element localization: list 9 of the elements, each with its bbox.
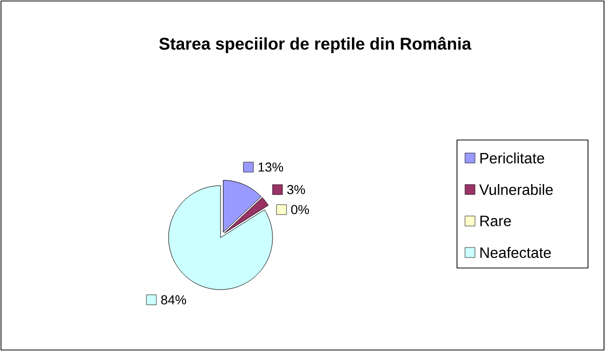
chart-title: Starea speciilor de reptile din România bbox=[159, 36, 472, 54]
data-label: 3% bbox=[287, 185, 305, 194]
data-label: 13% bbox=[258, 162, 284, 172]
data-label: 84% bbox=[161, 295, 186, 304]
legend-label: Neafectate bbox=[480, 247, 551, 258]
legend-label: Periclitate bbox=[480, 152, 544, 164]
legend-label: Rare bbox=[480, 216, 511, 226]
text: 0% bbox=[291, 205, 309, 214]
legend-label: Vulnerabile bbox=[479, 184, 553, 195]
